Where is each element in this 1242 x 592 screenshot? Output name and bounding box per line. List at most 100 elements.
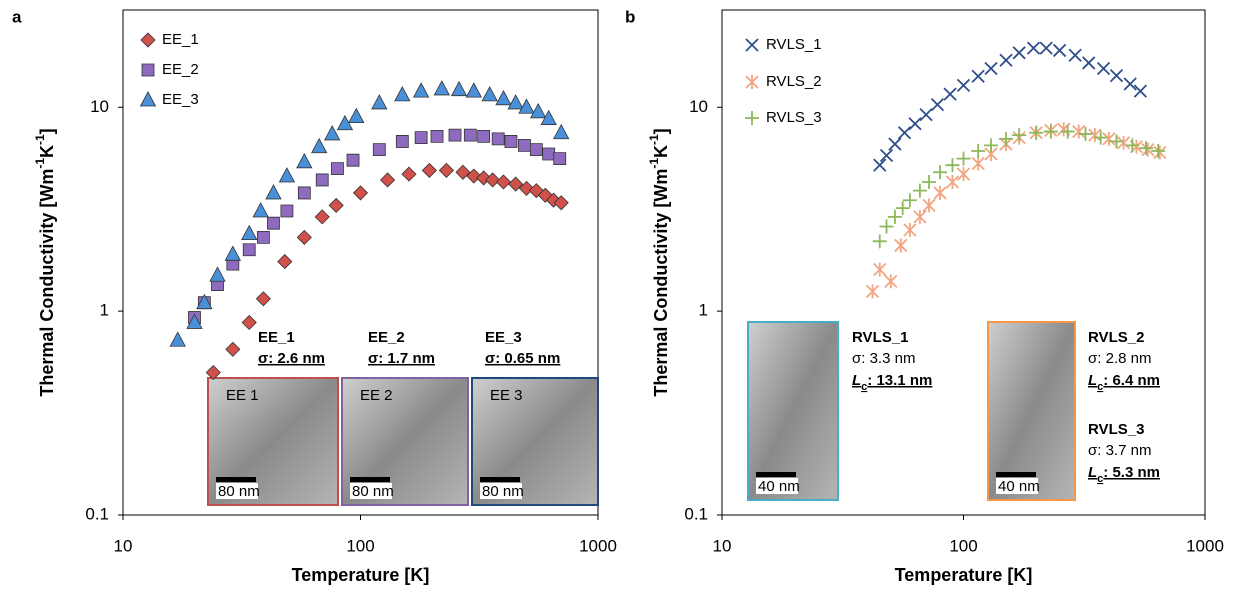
inset-sigma: σ: 3.7 nm [1088, 442, 1151, 459]
marker [543, 148, 555, 160]
marker [395, 87, 410, 101]
x-tick-label: 100 [949, 536, 977, 555]
legend-marker [746, 39, 758, 51]
inset-lc-part: L [1088, 464, 1097, 481]
marker [1012, 128, 1026, 142]
marker [253, 203, 268, 217]
inset-title: RVLS_2 [1088, 329, 1144, 346]
marker [242, 226, 257, 240]
marker [1124, 78, 1136, 90]
marker [242, 315, 256, 329]
marker [874, 159, 886, 171]
figure: a1010010000.1110Temperature [K]Thermal C… [0, 0, 1242, 592]
y-tick-label: 1 [100, 301, 109, 320]
marker [971, 144, 985, 158]
marker [1118, 136, 1130, 150]
marker [985, 62, 997, 74]
inset-title: EE_1 [258, 329, 295, 346]
marker [508, 95, 523, 109]
marker [903, 193, 917, 207]
marker [257, 231, 269, 243]
marker [449, 129, 461, 141]
marker [896, 201, 910, 215]
inset-lc-part: : 5.3 nm [1103, 464, 1160, 481]
marker [1098, 62, 1110, 74]
marker [439, 163, 453, 177]
inset-sigma: σ: 0.65 nm [485, 350, 560, 367]
marker [373, 144, 385, 156]
legend-label: EE_3 [162, 91, 199, 108]
marker [899, 127, 911, 139]
marker [298, 187, 310, 199]
marker [880, 220, 894, 234]
marker [867, 284, 879, 298]
marker [1154, 145, 1166, 159]
legend-label: RVLS_3 [766, 109, 822, 126]
marker [957, 152, 971, 166]
marker [349, 109, 364, 123]
marker [874, 263, 886, 277]
marker [226, 342, 240, 356]
y-tick-label: 1 [699, 301, 708, 320]
marker [1013, 47, 1025, 59]
y-axis-label-part: K [37, 145, 57, 158]
legend-label: RVLS_1 [766, 36, 822, 53]
x-axis-label: Temperature [K] [292, 565, 430, 585]
legend-label: EE_1 [162, 31, 199, 48]
marker [267, 217, 279, 229]
y-axis-label-part: -1 [33, 134, 47, 145]
marker [1054, 44, 1066, 56]
marker [478, 130, 490, 142]
marker [482, 87, 497, 101]
marker [1110, 70, 1122, 82]
marker [297, 154, 312, 168]
marker [266, 185, 281, 199]
marker [934, 186, 946, 200]
legend-marker [142, 64, 154, 76]
y-tick-label: 0.1 [684, 504, 708, 523]
legend-label: RVLS_2 [766, 73, 822, 90]
scale-bar [480, 477, 520, 482]
legend-marker [746, 75, 758, 89]
marker [415, 132, 427, 144]
marker [972, 156, 984, 170]
scale-label: 80 nm [482, 483, 524, 500]
marker [999, 132, 1013, 146]
marker [381, 173, 395, 187]
marker [554, 153, 566, 165]
scale-bar [350, 477, 390, 482]
marker [946, 175, 958, 189]
marker [895, 238, 907, 252]
marker [347, 154, 359, 166]
x-tick-label: 10 [713, 536, 732, 555]
inset-title: EE_3 [485, 329, 522, 346]
marker [909, 118, 921, 130]
marker [1103, 132, 1115, 146]
marker [920, 109, 932, 121]
scale-label: 80 nm [218, 483, 260, 500]
inset-title: RVLS_1 [852, 329, 908, 346]
x-tick-label: 100 [346, 536, 374, 555]
marker [464, 129, 476, 141]
marker [170, 332, 185, 346]
marker [210, 267, 225, 281]
x-tick-label: 1000 [579, 536, 617, 555]
marker [945, 158, 959, 172]
marker [1142, 143, 1154, 157]
scale-label: 40 nm [998, 478, 1040, 495]
marker [904, 223, 916, 237]
inset-title: EE_2 [368, 329, 405, 346]
marker [888, 210, 902, 224]
marker [914, 210, 926, 224]
marker [554, 125, 569, 139]
marker [414, 83, 429, 97]
marker [933, 165, 947, 179]
marker [372, 95, 387, 109]
marker [316, 174, 328, 186]
marker [1000, 54, 1012, 66]
marker [331, 163, 343, 175]
panel-label: b [625, 7, 635, 26]
marker [402, 167, 416, 181]
scale-bar [756, 472, 796, 477]
marker [1028, 42, 1040, 54]
